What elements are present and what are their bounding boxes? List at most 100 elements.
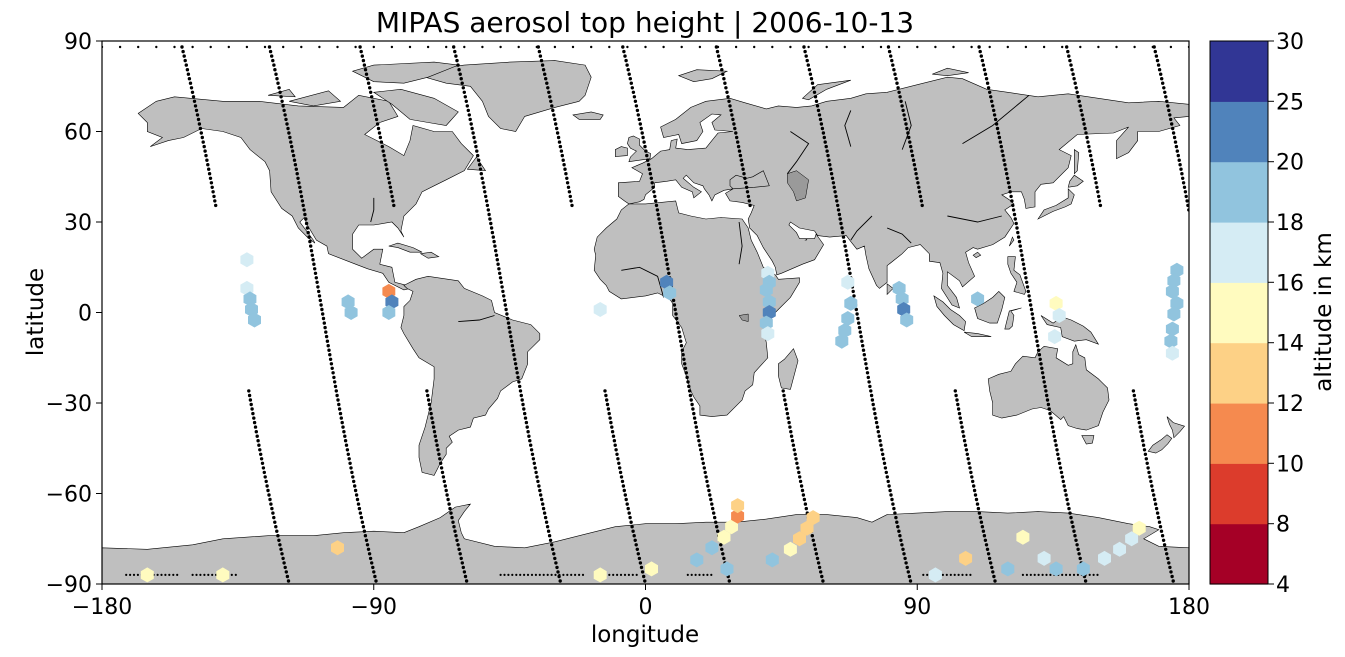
track-dot: [1088, 149, 1092, 153]
track-dot: [736, 144, 741, 149]
track-dot: [522, 407, 526, 411]
track-dot: [345, 448, 350, 452]
track-dot: [378, 135, 383, 140]
colorbar-segment: [1210, 41, 1268, 102]
track-dot: [499, 45, 502, 49]
land-philippines: [1007, 256, 1027, 295]
track-dot: [666, 267, 670, 271]
track-dot: [606, 407, 611, 411]
track-dot: [996, 131, 1001, 135]
track-dot: [462, 90, 466, 95]
track-dot: [1163, 90, 1167, 95]
track-dot: [271, 511, 275, 515]
lake-0: [787, 170, 809, 202]
track-dot: [567, 190, 572, 194]
track-dot: [523, 573, 526, 577]
track-dot: [647, 167, 652, 171]
track-dot: [534, 470, 538, 475]
colorbar-tick-label: 18: [1276, 211, 1304, 236]
track-dot: [1004, 167, 1008, 171]
river-4: [787, 131, 810, 174]
track-dot: [801, 493, 806, 497]
track-dot: [358, 45, 362, 49]
track-dot: [457, 68, 461, 72]
track-dot: [1069, 515, 1073, 520]
track-dot: [477, 163, 482, 167]
track-dot: [988, 90, 992, 95]
track-dot: [1089, 153, 1093, 158]
track-dot: [385, 167, 389, 171]
track-dot: [991, 570, 995, 574]
track-dot: [380, 144, 384, 149]
track-dot: [493, 244, 497, 248]
track-dot: [889, 54, 893, 58]
track-dot: [308, 239, 312, 244]
track-dot: [489, 221, 493, 226]
track-dot: [282, 561, 286, 565]
track-dot: [1043, 384, 1047, 389]
track-dot: [277, 86, 281, 90]
x-tick-label: −90: [351, 595, 397, 620]
track-dot: [1002, 158, 1006, 162]
track-dot: [524, 420, 529, 425]
track-dot: [519, 393, 523, 398]
track-dot: [541, 506, 546, 511]
track-dot: [372, 104, 376, 108]
track-dot: [714, 520, 718, 524]
track-dot: [266, 488, 270, 493]
track-dot: [510, 344, 515, 348]
track-dot: [813, 95, 818, 99]
track-dot: [541, 68, 546, 72]
track-dot: [817, 565, 822, 570]
track-dot: [488, 217, 492, 221]
track-dot: [973, 493, 978, 497]
track-dot: [614, 448, 618, 452]
track-dot: [293, 163, 298, 167]
land-iceland: [572, 111, 604, 120]
track-dot: [268, 497, 272, 502]
track-dot: [227, 45, 230, 49]
track-dot: [664, 258, 669, 262]
track-dot: [879, 443, 883, 447]
track-dot: [450, 515, 454, 520]
track-dot: [272, 63, 276, 67]
track-dot: [453, 529, 457, 533]
track-dot: [1179, 167, 1183, 171]
track-dot: [448, 506, 452, 511]
track-dot: [842, 239, 846, 244]
track-dot: [830, 176, 835, 180]
track-dot: [993, 117, 998, 122]
track-dot: [786, 416, 790, 420]
track-dot: [956, 402, 960, 407]
landmass-layer: [102, 60, 1189, 584]
track-dot: [463, 95, 467, 99]
track-dot: [805, 58, 809, 63]
track-dot: [498, 276, 503, 280]
track-dot: [296, 176, 300, 180]
track-dot: [637, 556, 642, 561]
track-dot: [997, 135, 1002, 140]
track-dot: [1015, 226, 1019, 230]
track-dot: [874, 416, 878, 420]
track-dot: [197, 122, 202, 126]
track-dot: [899, 99, 903, 104]
track-dot: [324, 334, 329, 339]
x-tick-label: 0: [639, 595, 653, 620]
track-dot: [1145, 461, 1149, 465]
track-dot: [425, 389, 429, 393]
track-dot: [469, 122, 473, 126]
track-dot: [907, 574, 912, 579]
track-dot: [903, 556, 907, 561]
track-dot: [457, 547, 461, 551]
track-dot: [963, 443, 968, 447]
track-dot: [382, 153, 386, 158]
data-point: [243, 291, 257, 307]
track-dot: [1181, 176, 1185, 180]
track-dot: [901, 108, 905, 113]
track-dot: [291, 153, 296, 158]
track-dot: [858, 330, 862, 334]
track-dot: [365, 77, 370, 81]
track-dot: [971, 479, 975, 484]
track-dot: [636, 552, 640, 556]
track-dot: [1161, 538, 1166, 542]
